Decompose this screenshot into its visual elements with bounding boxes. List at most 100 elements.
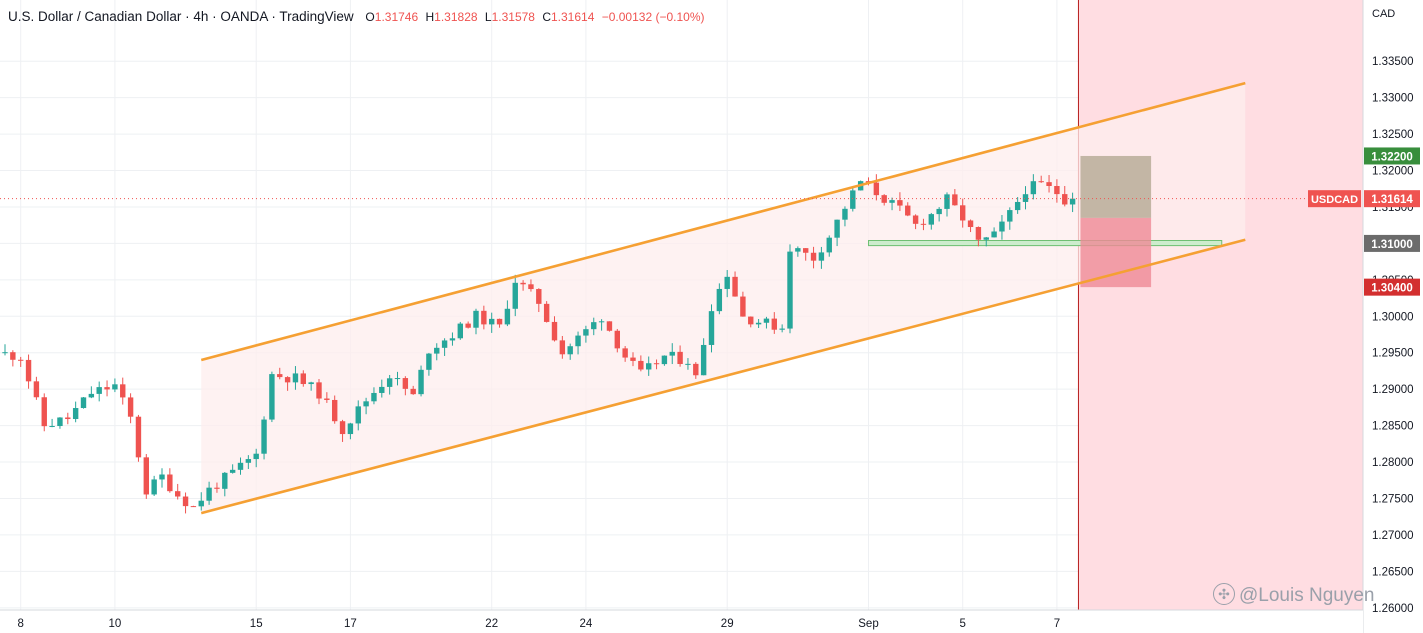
candle-up [779, 324, 785, 333]
price-tick-label: 1.28000 [1372, 457, 1414, 469]
candle-body [795, 248, 801, 252]
price-badge-support [1364, 234, 1420, 252]
candle-body [96, 387, 102, 394]
candle-down [104, 380, 110, 397]
candle-body [18, 359, 24, 361]
candle-body [347, 423, 354, 435]
price-badge-target-text: 1.32200 [1371, 151, 1413, 163]
candle-up [1030, 174, 1037, 200]
candle-body [834, 219, 840, 238]
candle-down [481, 305, 487, 330]
candle-down [952, 189, 958, 206]
time-tick-label: 24 [580, 618, 593, 630]
candle-down [1038, 175, 1044, 183]
candle-body [489, 318, 495, 325]
candle-down [732, 271, 738, 297]
ohlc-high-value: 1.31828 [434, 10, 478, 24]
candle-up [449, 332, 456, 346]
candle-body [65, 417, 71, 420]
candle-down [873, 174, 880, 201]
candle-body [127, 397, 134, 417]
candle-body [159, 474, 165, 480]
price-axis-background [1363, 0, 1423, 633]
candle-body [229, 469, 236, 473]
candle-up [708, 304, 715, 353]
candle-body [402, 378, 409, 389]
candle-up [818, 246, 825, 269]
candle-up [983, 236, 989, 247]
price-tick-label: 1.27000 [1372, 530, 1414, 542]
support-zone [868, 240, 1223, 247]
candle-up [88, 386, 95, 399]
time-tick-label: 5 [959, 618, 965, 630]
candle-body [269, 374, 275, 420]
symbol-title[interactable]: U.S. Dollar / Canadian Dollar · 4h · OAN… [8, 9, 354, 24]
candle-body [245, 459, 252, 463]
price-badge-stop [1364, 278, 1420, 296]
forum-bubble-icon: ✣ [1213, 583, 1235, 605]
candle-down [25, 354, 32, 389]
candle-up [72, 401, 79, 423]
candle-down [402, 376, 409, 396]
candle-down [520, 280, 526, 291]
candle-up [716, 283, 723, 315]
candle-body [905, 205, 911, 216]
candle-down [410, 385, 416, 395]
ohlc-close-value: 1.31614 [551, 10, 595, 24]
channel-lower-line [200, 238, 1246, 515]
candle-body [1054, 186, 1060, 195]
candle-body [504, 308, 511, 325]
candle-body [912, 215, 919, 224]
candle-body [379, 386, 385, 393]
candle-body [740, 296, 746, 317]
candle-down [614, 328, 620, 353]
candle-body [206, 487, 212, 501]
candle-body [787, 251, 793, 329]
candle-body [237, 462, 244, 470]
candle-down [771, 312, 777, 334]
candle-down [1062, 185, 1068, 207]
candle-body [779, 328, 785, 330]
ohlc-low-value: 1.31578 [491, 10, 535, 24]
candle-body [1022, 194, 1029, 202]
candle-body [386, 378, 393, 387]
price-badge-support-text: 1.31000 [1371, 239, 1413, 251]
candle-up [755, 318, 762, 329]
price-tick-label: 1.29000 [1372, 384, 1414, 396]
candle-body [175, 491, 181, 497]
candle-up [49, 418, 55, 428]
candle-body [10, 352, 16, 360]
candle-body [700, 344, 707, 376]
candle-body [151, 479, 157, 495]
symbol-tag-text: USDCAD [1311, 194, 1358, 206]
candle-up [426, 352, 432, 376]
candle-body [850, 190, 856, 209]
candle-up [441, 338, 448, 356]
price-tick-label: 1.32500 [1372, 129, 1414, 141]
candle-up [96, 381, 102, 402]
candle-up [237, 457, 244, 475]
candle-up [379, 379, 385, 398]
candle-up [151, 475, 157, 497]
candle-down [10, 350, 16, 367]
candle-up [1022, 186, 1029, 210]
candle-body [638, 360, 644, 370]
candle-down [300, 370, 306, 387]
candle-body [261, 419, 267, 454]
candle-body [434, 347, 440, 354]
candle-down [496, 318, 503, 328]
candle-body [104, 387, 110, 390]
candle-up [646, 356, 652, 376]
candle-body [284, 377, 291, 383]
candle-down [897, 192, 903, 212]
candle-body [80, 397, 87, 409]
author-watermark: ✣ @Louis Nguyen [1213, 583, 1374, 607]
candle-body [999, 221, 1005, 232]
candle-body [630, 357, 636, 361]
candle-down [551, 316, 558, 342]
candle-down [967, 219, 974, 233]
channel-fill [201, 83, 1246, 514]
candle-body [708, 311, 715, 345]
